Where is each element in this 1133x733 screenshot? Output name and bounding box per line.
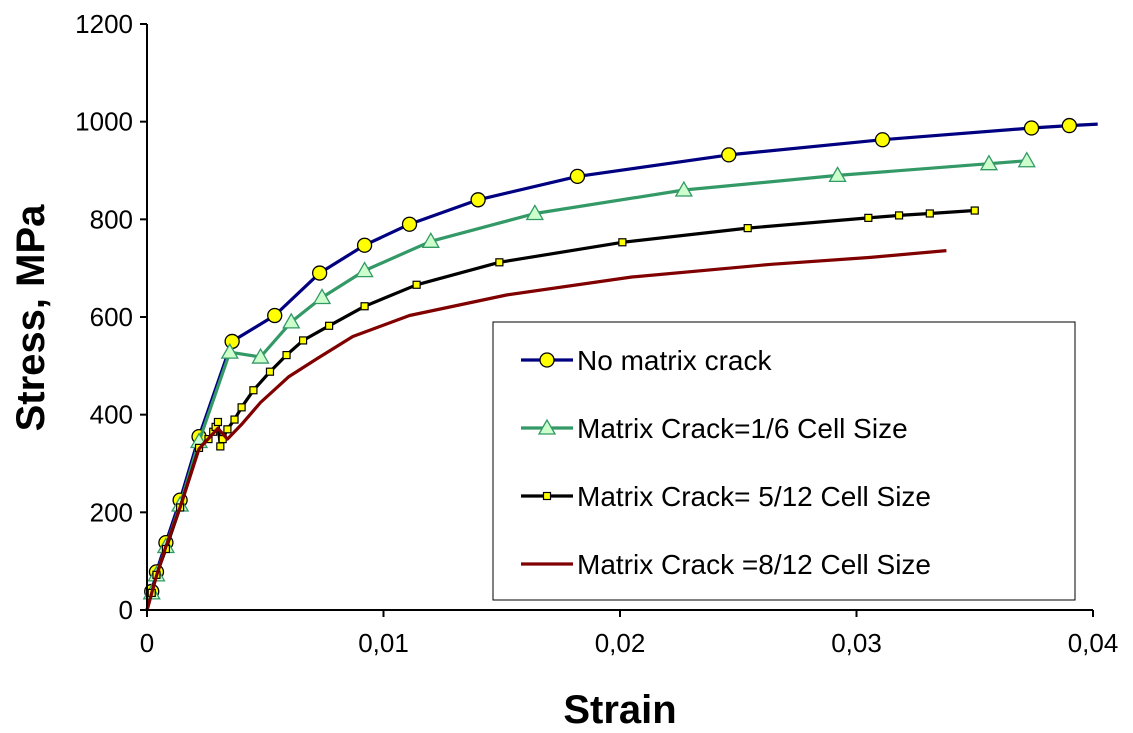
data-point [1061, 117, 1077, 134]
legend-item: Matrix Crack=1/6 Cell Size [521, 413, 908, 444]
data-point [311, 265, 328, 281]
data-point [970, 206, 979, 215]
data-point [251, 347, 270, 364]
x-tick-label: 0,03 [831, 628, 882, 658]
y-tick-label: 1000 [75, 107, 133, 137]
legend-item: No matrix crack [521, 345, 772, 376]
series-layer [142, 117, 1098, 611]
x-axis-ticks: 0 0,01 0,02 0,03 0,04 [140, 610, 1119, 658]
data-point [470, 192, 486, 208]
data-point [213, 417, 223, 427]
legend-item: Matrix Crack =8/12 Cell Size [521, 549, 931, 580]
y-axis-ticks: 0 200 400 600 800 1000 1200 [75, 9, 147, 625]
legend-marker [537, 418, 557, 435]
data-point [356, 237, 373, 253]
x-tick-label: 0,02 [595, 628, 646, 658]
legend-marker [539, 352, 555, 368]
data-point [979, 154, 999, 171]
data-point [864, 213, 873, 222]
data-point [249, 386, 258, 395]
data-point [874, 132, 891, 148]
y-tick-label: 600 [90, 302, 133, 332]
data-point [282, 350, 291, 360]
data-point [223, 425, 232, 434]
data-point [298, 336, 308, 345]
y-tick-label: 800 [90, 204, 133, 234]
series-line [145, 249, 947, 611]
x-tick-label: 0 [140, 628, 154, 658]
data-point [312, 288, 332, 305]
data-point [721, 147, 737, 163]
y-tick-label: 200 [90, 497, 133, 527]
legend-marker [542, 491, 552, 501]
data-point [569, 168, 586, 185]
legend-label: No matrix crack [577, 345, 772, 376]
data-point [495, 258, 504, 267]
y-axis-title: Stress, MPa [9, 204, 53, 432]
data-point [618, 238, 627, 247]
data-point [894, 211, 904, 220]
data-point [224, 333, 240, 350]
x-tick-label: 0,04 [1068, 628, 1119, 658]
data-point [1023, 120, 1040, 136]
legend-label: Matrix Crack =8/12 Cell Size [577, 549, 931, 580]
data-point [525, 204, 544, 221]
legend-box [492, 321, 1076, 601]
data-point [925, 209, 934, 218]
legend-label: Matrix Crack= 5/12 Cell Size [577, 481, 931, 512]
data-point [265, 367, 275, 376]
data-point [325, 321, 334, 330]
y-tick-label: 1200 [75, 9, 133, 39]
data-point [216, 442, 225, 451]
data-point [401, 216, 418, 232]
data-point [674, 180, 693, 197]
data-point [230, 415, 239, 424]
data-point [282, 312, 301, 329]
data-point [421, 231, 440, 248]
data-point [267, 307, 283, 324]
x-axis-title: Strain [563, 688, 676, 732]
x-tick-label: 0,01 [358, 628, 409, 658]
data-point [220, 342, 239, 359]
data-point [412, 280, 421, 289]
data-point [360, 302, 369, 311]
data-point [1017, 151, 1036, 168]
legend: No matrix crack Matrix Crack=1/6 Cell Siz… [492, 321, 1076, 601]
series-4 [145, 249, 947, 611]
data-point [237, 403, 246, 412]
data-point [828, 166, 847, 183]
y-tick-label: 400 [90, 400, 133, 430]
legend-item: Matrix Crack= 5/12 Cell Size [521, 481, 931, 512]
y-tick-label: 0 [119, 595, 133, 625]
data-point [355, 261, 374, 278]
data-point [743, 224, 752, 233]
legend-label: Matrix Crack=1/6 Cell Size [577, 413, 908, 444]
